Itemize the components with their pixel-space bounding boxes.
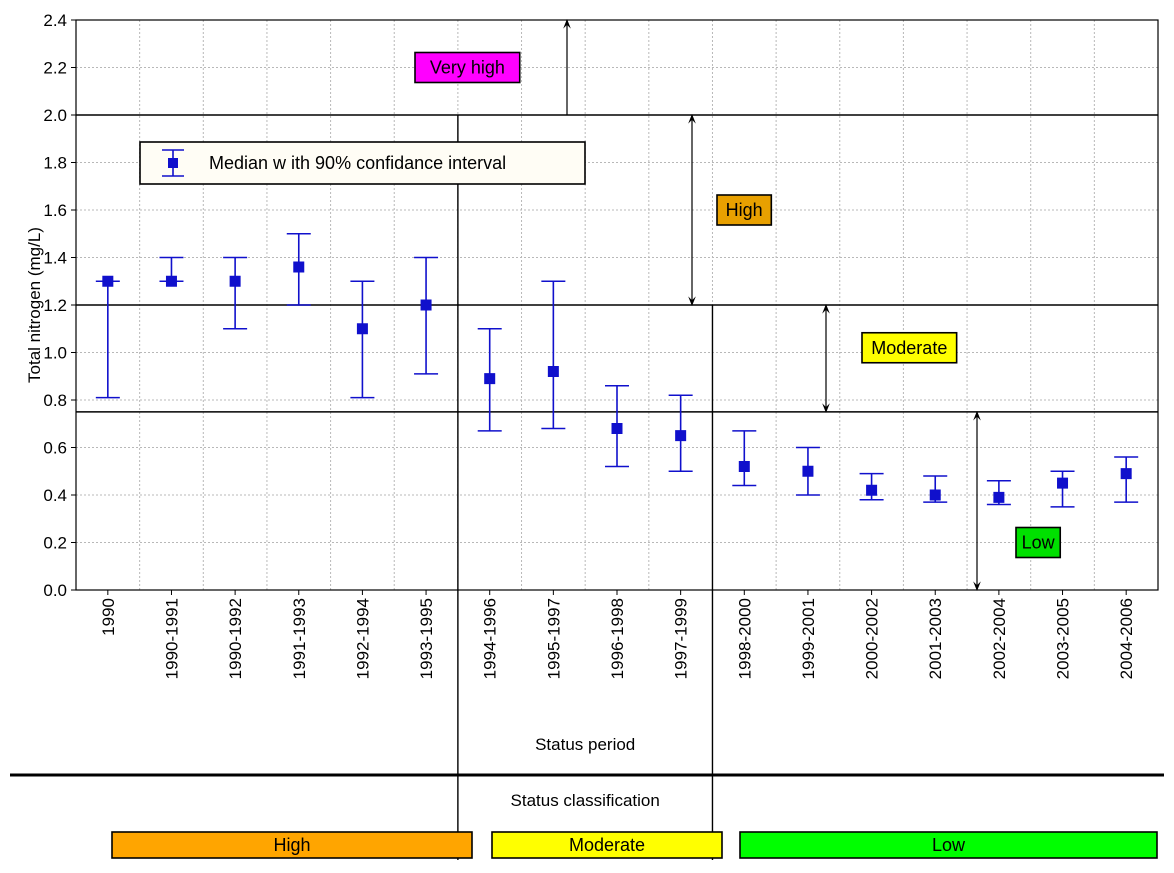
median-marker [293, 261, 305, 273]
median-marker [929, 489, 941, 501]
y-tick-label: 1.2 [43, 296, 67, 315]
x-tick-label: 1999-2001 [799, 598, 818, 679]
data-point-2000-2002 [859, 472, 884, 501]
axes: 0.0 0.2 0.4 0.6 0.8 1.0 1.2 1.4 1.6 1.8 2.0 2.2 2.4 1… [25, 11, 1159, 860]
status-bar-high [111, 831, 473, 859]
median-marker [547, 366, 559, 377]
x-axis-label: Status period [535, 735, 635, 754]
class-label-box [716, 194, 773, 226]
y-tick-label: 0.8 [43, 391, 67, 410]
legend: Median w ith 90% confidance interval [139, 141, 586, 185]
data-point-2002-2004 [986, 479, 1011, 506]
median-marker [993, 491, 1005, 503]
data-point-1990-1992 [223, 256, 248, 330]
y-tick-label: 1.4 [43, 249, 67, 268]
x-tick-label: 1990-1992 [226, 598, 245, 679]
data-point-1997-1999 [668, 394, 693, 473]
status-heading: Status classification [511, 791, 660, 810]
median-marker [611, 423, 623, 434]
data-point-1994-1996 [477, 327, 502, 432]
median-marker [102, 275, 114, 287]
median-marker [420, 299, 432, 311]
median-marker [866, 484, 878, 496]
legend-label: Median w ith 90% confidance interval [209, 153, 506, 173]
y-axis-label: Total nitrogen (mg/L) [25, 227, 44, 383]
y-tick-label: 2.4 [43, 11, 67, 30]
class-label-text: Low [1022, 533, 1056, 553]
x-tick-label: 1996-1998 [608, 598, 627, 679]
class-label-box [1015, 526, 1062, 559]
class-label-text: High [726, 200, 763, 220]
class-label-text: Moderate [871, 338, 947, 358]
median-marker [356, 323, 368, 335]
data-point-1995-1997 [541, 280, 566, 430]
y-tick-label: 0.6 [43, 439, 67, 458]
data-point-2003-2005 [1050, 470, 1075, 508]
x-tick-label: 1990-1991 [162, 598, 181, 679]
y-tick-label: 0.0 [43, 581, 67, 600]
y-tick-label: 2.2 [43, 59, 67, 78]
data-point-1999-2001 [795, 446, 820, 496]
class-label-text: Very high [430, 58, 505, 78]
median-marker [165, 275, 177, 287]
x-tick-label: 1993-1995 [417, 598, 436, 679]
status-classification-panel: Status classification High Moderate Low [10, 773, 1164, 859]
median-marker [675, 430, 687, 442]
status-bar-label: Moderate [569, 835, 645, 855]
data-point-1990 [95, 275, 120, 399]
data-point-1992-1994 [350, 280, 375, 399]
x-tick-label: 2001-2003 [926, 598, 945, 679]
status-bar-low [739, 831, 1158, 859]
median-marker [802, 465, 814, 477]
x-tick-label: 1992-1994 [353, 598, 372, 679]
y-tick-label: 0.2 [43, 534, 67, 553]
median-marker [738, 461, 750, 472]
x-tick-label: 2002-2004 [990, 598, 1009, 679]
y-tick-label: 2.0 [43, 106, 67, 125]
median-marker [229, 275, 241, 287]
class-label-box [861, 331, 958, 364]
x-tick-label: 1997-1999 [672, 598, 691, 679]
data-point-1990-1991 [159, 256, 184, 287]
data-point-1998-2000 [732, 430, 757, 487]
x-tick-label: 2003-2005 [1054, 598, 1073, 679]
x-tick-label: 1990 [99, 598, 118, 636]
status-bar-moderate [491, 831, 723, 859]
x-tick-label: 1998-2000 [735, 598, 754, 679]
class-label-box [414, 51, 521, 84]
class-annotations: Very high High Moderate Low [414, 19, 1062, 591]
data-marks [95, 232, 1139, 508]
legend-box [139, 141, 586, 185]
y-tick-label: 1.0 [43, 344, 67, 363]
y-tick-label: 1.8 [43, 154, 67, 173]
data-point-1991-1993 [286, 232, 311, 306]
x-tick-label: 2000-2002 [863, 598, 882, 679]
y-tick-label: 1.6 [43, 201, 67, 220]
status-bar-label: High [273, 835, 310, 855]
median-marker [484, 373, 496, 385]
data-point-2004-2006 [1114, 456, 1139, 503]
status-bar-label: Low [932, 835, 966, 855]
x-tick-label: 2004-2006 [1117, 598, 1136, 679]
legend-marker [168, 158, 178, 168]
median-marker [1057, 477, 1069, 489]
median-marker [1120, 468, 1132, 480]
y-tick-label: 0.4 [43, 486, 67, 505]
x-tick-label: 1991-1993 [290, 598, 309, 679]
data-point-2001-2003 [923, 475, 948, 503]
data-point-1993-1995 [414, 256, 439, 375]
data-point-1996-1998 [605, 384, 629, 468]
x-tick-label: 1994-1996 [481, 598, 500, 679]
x-tick-label: 1995-1997 [544, 598, 563, 679]
